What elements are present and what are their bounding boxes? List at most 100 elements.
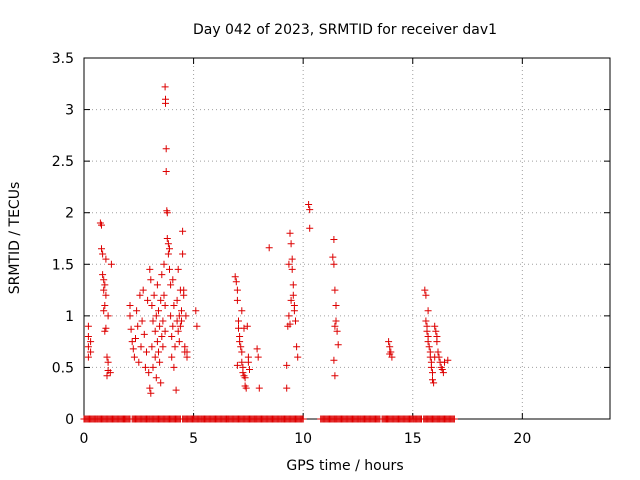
- y-tick-label: 3: [65, 103, 74, 119]
- y-tick-label: 3.5: [52, 51, 74, 67]
- data-point: [235, 317, 242, 325]
- data-point: [429, 376, 436, 384]
- data-point: [385, 338, 393, 346]
- grid: [84, 58, 610, 419]
- data-point: [290, 307, 298, 315]
- data-point: [102, 291, 110, 299]
- data-point: [139, 286, 147, 294]
- data-point: [130, 353, 138, 361]
- data-point: [146, 265, 154, 273]
- data-point: [450, 415, 458, 423]
- y-tick-labels: 0 0.5 1 1.5 2 2.5 3 3.5: [52, 51, 74, 428]
- data-point: [104, 358, 112, 366]
- data-point: [153, 338, 161, 346]
- data-point: [288, 265, 296, 273]
- data-point: [244, 358, 252, 366]
- data-point: [432, 327, 440, 335]
- data-point: [127, 325, 135, 333]
- data-point: [192, 307, 200, 315]
- data-point: [163, 235, 171, 242]
- data-point: [144, 296, 152, 304]
- data-point: [151, 327, 159, 335]
- data-point: [294, 353, 302, 361]
- data-point: [84, 322, 92, 330]
- data-point: [292, 317, 299, 325]
- data-point: [162, 145, 170, 153]
- data-point: [422, 317, 430, 325]
- data-point: [103, 353, 111, 361]
- data-point: [129, 345, 137, 353]
- data-point: [283, 361, 291, 369]
- data-point: [148, 343, 156, 351]
- data-point: [134, 322, 142, 330]
- data-point: [434, 348, 442, 356]
- data-point: [255, 384, 263, 392]
- data-point: [233, 286, 241, 294]
- data-point: [152, 374, 160, 382]
- data-point: [427, 363, 435, 371]
- data-point: [132, 335, 139, 342]
- data-point: [145, 369, 153, 377]
- axis-ticks: [83, 57, 610, 420]
- data-point: [246, 366, 253, 373]
- data-point: [126, 302, 134, 309]
- data-point: [254, 353, 262, 361]
- data-point: [286, 320, 294, 328]
- data-point: [178, 307, 185, 315]
- data-point: [285, 260, 293, 268]
- data-point: [160, 260, 168, 268]
- data-point: [162, 99, 169, 107]
- data-point: [180, 291, 188, 299]
- data-point: [137, 343, 145, 351]
- data-point: [101, 327, 109, 335]
- data-point: [140, 330, 148, 338]
- data-point: [240, 324, 248, 332]
- data-point: [171, 343, 179, 351]
- data-point: [424, 307, 432, 315]
- data-point: [101, 302, 109, 309]
- plot-frame: [83, 57, 611, 420]
- data-point: [107, 260, 115, 268]
- data-point: [133, 307, 141, 315]
- data-point: [170, 302, 178, 309]
- data-point: [433, 338, 441, 346]
- data-point: [161, 83, 169, 91]
- data-point: [424, 338, 432, 346]
- data-point: [155, 307, 162, 315]
- data-point: [159, 317, 167, 325]
- data-point: [334, 341, 342, 349]
- data-point: [147, 389, 155, 397]
- data-point: [163, 209, 171, 217]
- data-point: [182, 312, 190, 320]
- data-point: [174, 265, 182, 273]
- data-point: [289, 291, 297, 299]
- data-point: [286, 229, 294, 237]
- data-point: [158, 271, 166, 279]
- data-point: [178, 317, 185, 325]
- data-point: [87, 348, 95, 356]
- data-point: [422, 291, 430, 299]
- data-point: [151, 353, 159, 361]
- data-point: [126, 312, 134, 320]
- data-point: [164, 240, 172, 248]
- data-point: [155, 348, 162, 356]
- data-point: [168, 353, 176, 361]
- x-axis-label: GPS time / hours: [286, 458, 403, 474]
- data-point: [288, 255, 296, 263]
- data-point: [181, 343, 189, 351]
- data-point: [287, 240, 295, 248]
- data-point: [238, 358, 246, 366]
- data-point: [236, 338, 244, 346]
- x-tick-label: 5: [189, 431, 198, 447]
- data-point: [128, 338, 136, 346]
- data-point: [160, 291, 168, 299]
- data-point: [331, 322, 339, 330]
- data-point: [242, 384, 250, 392]
- data-point: [425, 343, 433, 351]
- data-point: [149, 363, 157, 371]
- data-point: [183, 348, 191, 356]
- data-point: [231, 273, 239, 281]
- data-point: [239, 369, 247, 377]
- data-point: [237, 343, 245, 351]
- data-point: [305, 201, 313, 208]
